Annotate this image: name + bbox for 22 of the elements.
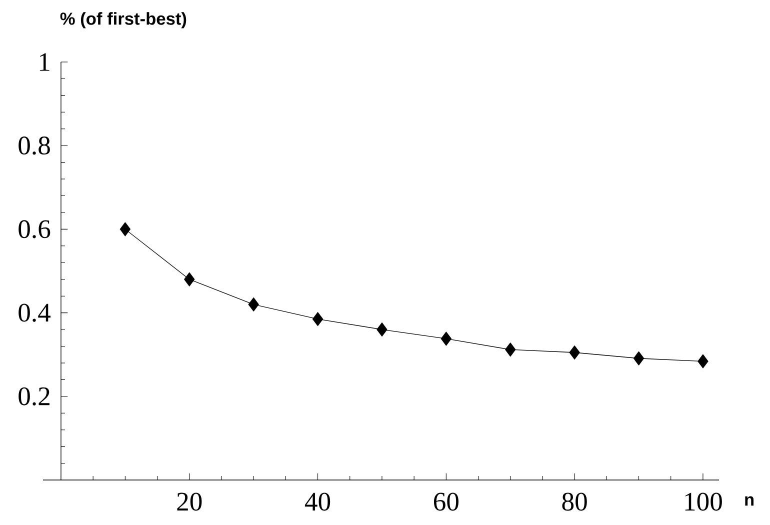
x-tick-label: 100 bbox=[685, 492, 722, 511]
x-axis-title: n bbox=[745, 496, 754, 506]
point bbox=[633, 351, 644, 366]
point bbox=[505, 342, 516, 357]
point bbox=[184, 272, 195, 286]
y-tick-label: 0.6 bbox=[18, 220, 50, 238]
point bbox=[698, 354, 708, 368]
point bbox=[248, 297, 259, 312]
point bbox=[120, 222, 131, 236]
y-tick-label: 0.4 bbox=[18, 304, 51, 322]
x-tick-label: 20 bbox=[177, 492, 202, 511]
point bbox=[569, 346, 580, 360]
x-tick-label: 40 bbox=[304, 492, 330, 511]
point bbox=[440, 332, 452, 346]
x-tick-label: 60 bbox=[434, 492, 458, 511]
x-tick-label: 80 bbox=[562, 492, 587, 511]
y-tick-label: 1 bbox=[40, 53, 50, 71]
y-tick-label: 0.2 bbox=[18, 387, 50, 406]
y-tick-label: 0.8 bbox=[18, 136, 50, 155]
y-axis-title: % (of first-best) bbox=[60, 12, 186, 28]
point bbox=[376, 322, 388, 337]
point bbox=[312, 312, 324, 326]
